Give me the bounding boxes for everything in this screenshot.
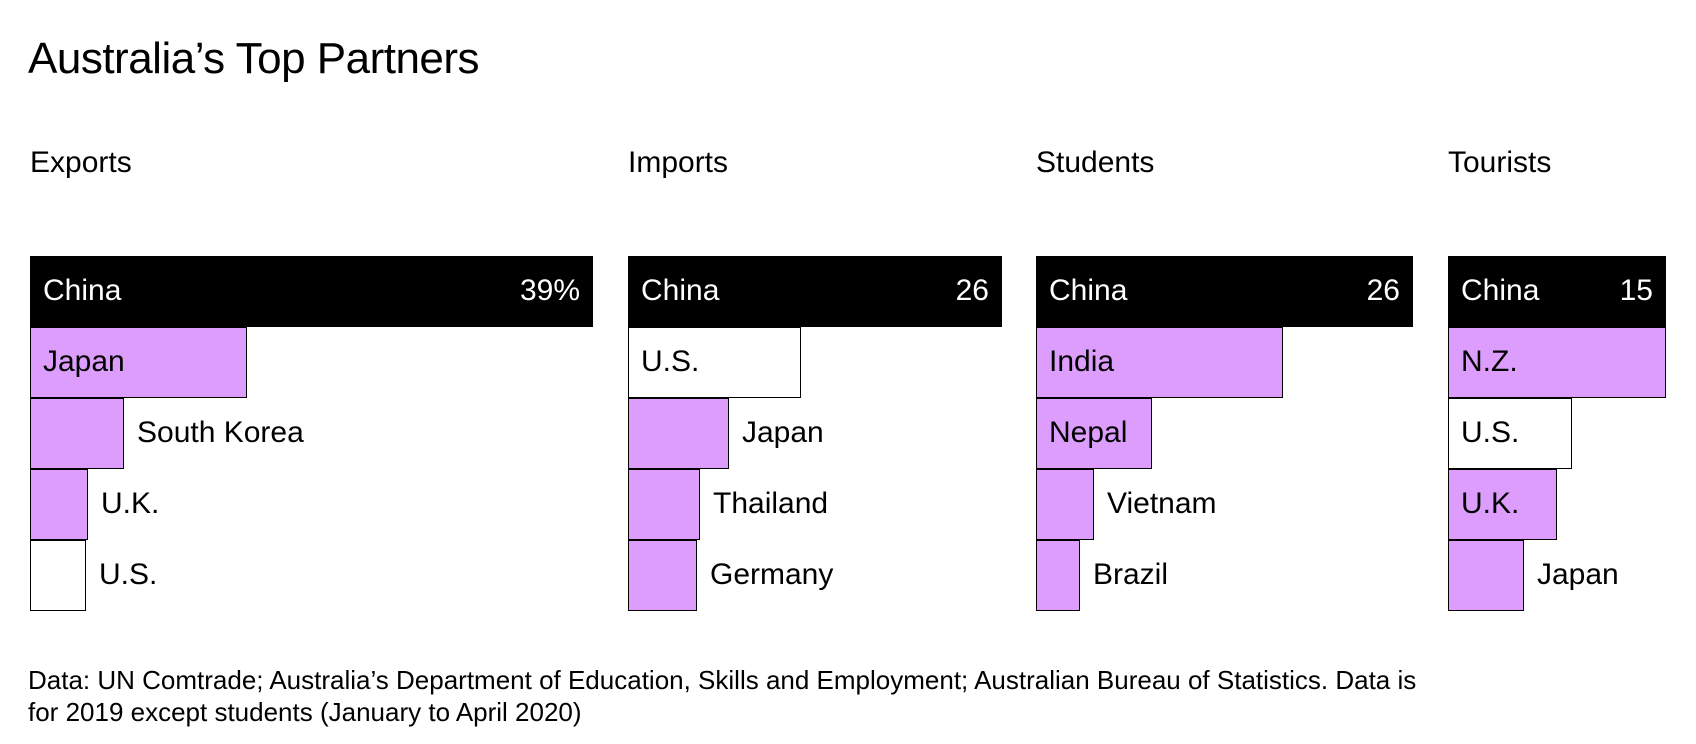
bar-label: U.S.	[641, 345, 700, 378]
value-label: 26	[1366, 274, 1400, 307]
bar-imports-4	[628, 540, 697, 611]
bar-label: Japan	[742, 416, 824, 449]
bar-label: South Korea	[137, 416, 304, 449]
bar-label: China	[43, 274, 122, 307]
bar-imports-0	[628, 256, 1002, 327]
value-label: 39%	[519, 274, 580, 307]
bar-label: N.Z.	[1461, 345, 1518, 378]
bar-tourists-2	[1448, 398, 1572, 469]
bar-label: India	[1049, 345, 1115, 378]
panel-title-imports: Imports	[628, 146, 729, 179]
bar-label: U.S.	[99, 558, 158, 591]
bar-label: Japan	[1537, 558, 1619, 591]
bar-tourists-4	[1448, 540, 1524, 611]
bar-label: China	[1461, 274, 1540, 307]
bar-students-1	[1036, 327, 1283, 398]
bar-tourists-1	[1448, 327, 1666, 398]
bar-label: Thailand	[713, 487, 829, 520]
bar-label: Nepal	[1049, 416, 1128, 449]
bar-students-3	[1036, 469, 1094, 540]
bar-label: U.K.	[101, 487, 160, 520]
panel-title-exports: Exports	[30, 146, 132, 179]
bar-exports-1	[30, 327, 247, 398]
value-label: 26	[955, 274, 989, 307]
bar-exports-4	[30, 540, 86, 611]
bar-label: Japan	[43, 345, 125, 378]
bar-imports-1	[628, 327, 801, 398]
bar-label: Brazil	[1093, 558, 1169, 591]
bar-students-0	[1036, 256, 1413, 327]
bar-imports-3	[628, 469, 700, 540]
bar-students-2	[1036, 398, 1152, 469]
bar-tourists-3	[1448, 469, 1557, 540]
source-note: Data: UN Comtrade; Australia’s Departmen…	[28, 665, 1417, 727]
bar-label: China	[641, 274, 720, 307]
bar-label: China	[1049, 274, 1128, 307]
panel-title-students: Students	[1036, 146, 1155, 179]
bar-label: U.S.	[1461, 416, 1520, 449]
panel-title-tourists: Tourists	[1448, 146, 1552, 179]
value-label: 15	[1619, 274, 1653, 307]
bar-label: Vietnam	[1107, 487, 1217, 520]
chart-title: Australia’s Top Partners	[28, 34, 480, 83]
bar-imports-2	[628, 398, 729, 469]
bar-exports-0	[30, 256, 593, 327]
bar-tourists-0	[1448, 256, 1666, 327]
bar-exports-2	[30, 398, 124, 469]
bar-exports-3	[30, 469, 88, 540]
bar-students-4	[1036, 540, 1080, 611]
bar-label: U.K.	[1461, 487, 1520, 520]
bar-label: Germany	[710, 558, 834, 591]
